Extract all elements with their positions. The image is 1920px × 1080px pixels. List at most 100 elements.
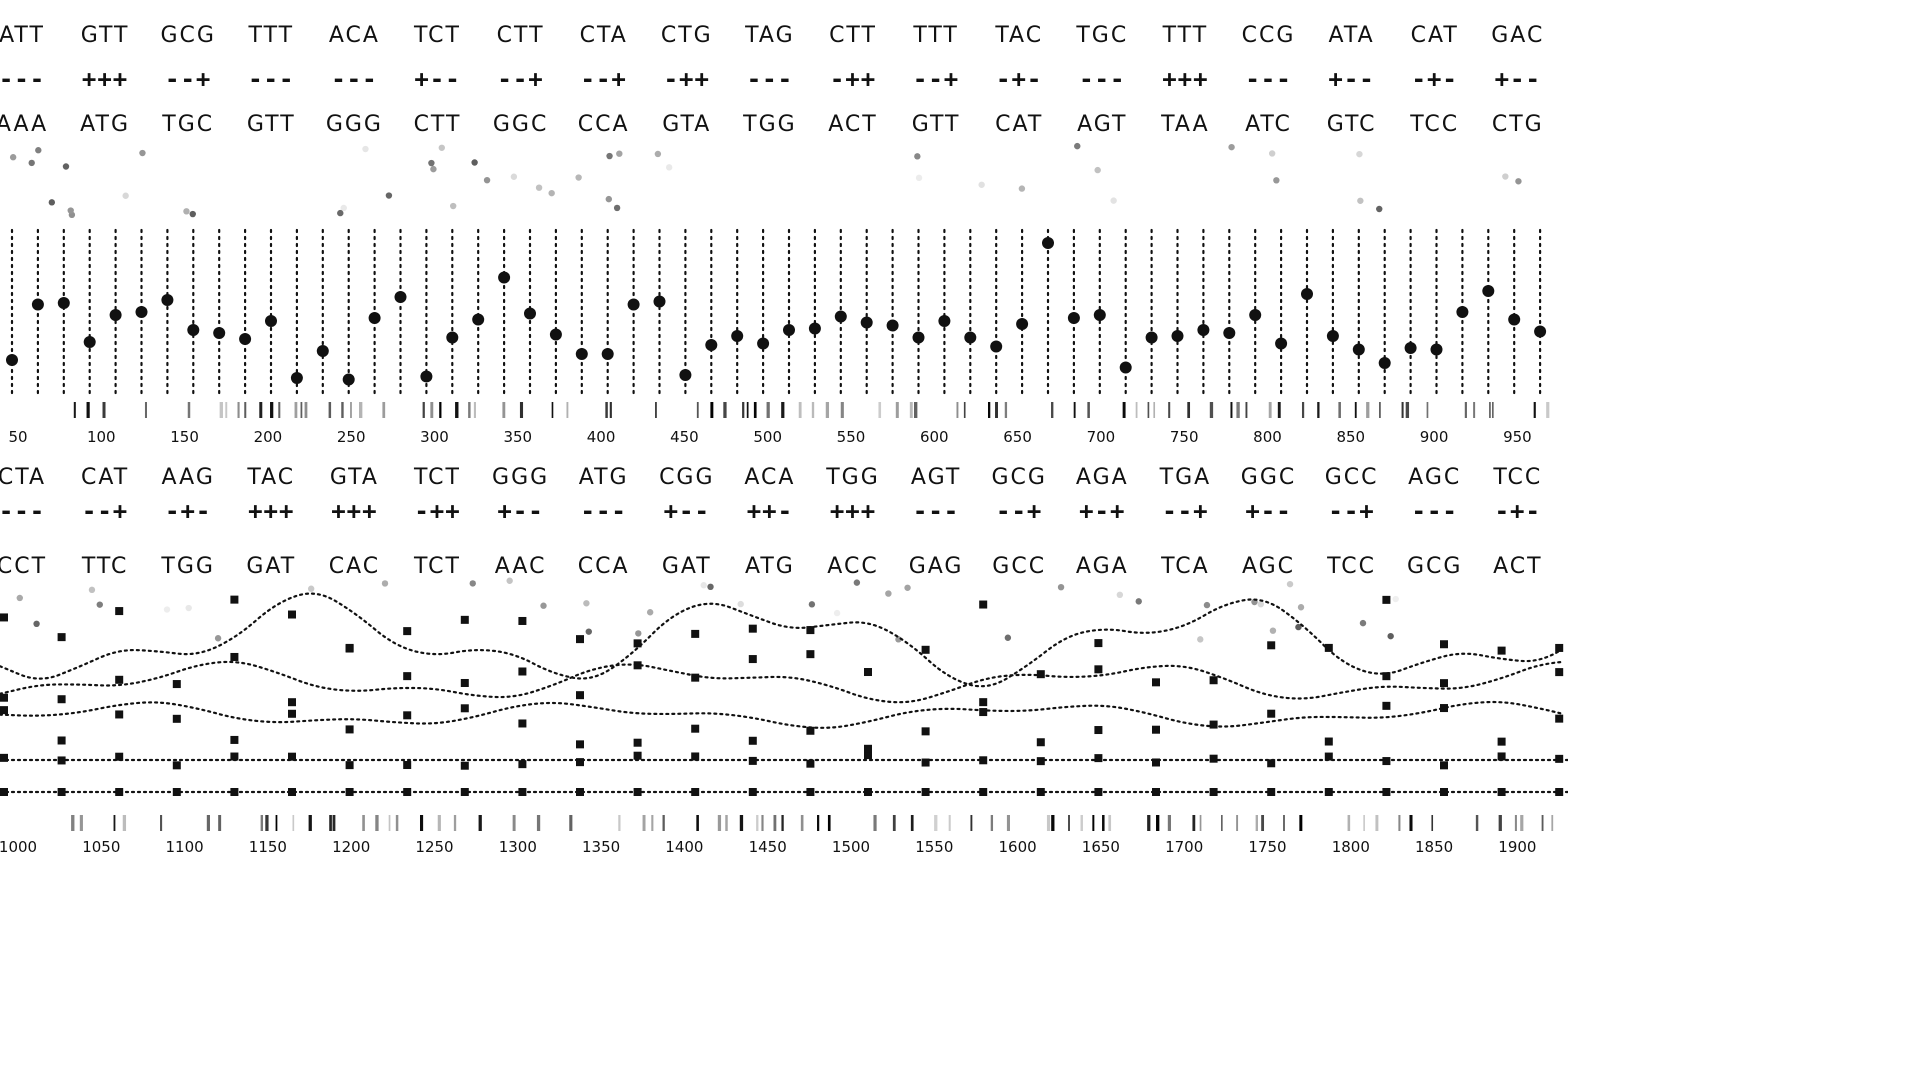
scatter-mark [1356,150,1363,158]
barcode-line [1277,402,1281,418]
level-dot [6,354,18,366]
level-dot [783,324,795,336]
barcode-line [827,815,831,831]
panel-2: CTA CAT AAG TAC GTA TCT GGG ATG CGG ACA TGG AGT GCG A… [0,465,1568,856]
sign-triplet: --+ [1328,497,1374,525]
scatter-mark [1074,142,1081,150]
barcode-line [1156,815,1160,831]
barcode-line [723,402,727,418]
square-marker [57,633,66,642]
codon-bottom: CCT [0,554,47,579]
barcode-line [892,815,896,831]
sequence-visualization: ATT GTT GCG TTT ACA TCT CTT CTA CTG TAG CTT TTT TAC T… [0,23,1568,856]
barcode-line [329,815,332,831]
square-marker [460,615,469,624]
square-marker [1555,668,1564,677]
codon-bottom: AAA [0,112,48,137]
barcode-line [1533,402,1536,418]
barcode-line [341,402,344,418]
barcode-line [1051,815,1055,831]
scatter-mark [707,583,714,591]
scatter-mark [1376,205,1383,213]
codon-bottom: CCA [578,554,630,579]
axis-tick-label: 1550 [915,838,953,856]
square-marker [1555,788,1564,796]
scatter-mark [1295,623,1302,631]
codon-top: GCG [160,23,215,48]
square-marker [1440,679,1448,688]
sign-triplet: --- [331,65,377,93]
panel-1-scatter [9,142,1522,219]
barcode-line [910,815,914,831]
square-marker [403,711,412,720]
codon-bottom: CTT [414,112,462,137]
barcode-line [1092,815,1095,831]
barcode-line [122,815,127,831]
panel-1-stems [6,228,1547,397]
scatter-mark [1392,595,1399,603]
square-marker [1267,788,1276,796]
square-marker [1094,754,1103,763]
square-marker [460,678,469,687]
barcode-line [86,402,90,418]
barcode-line [502,402,506,418]
codon-bottom: ATG [80,112,130,137]
square-marker [806,626,815,635]
scatter-mark [139,149,146,157]
level-dot [524,307,536,320]
codon-top: TTT [248,23,295,48]
barcode-line [1068,815,1070,831]
scatter-mark [1286,580,1294,588]
barcode-line [987,402,991,418]
scatter-mark [16,594,23,602]
codon-top: TTT [912,23,959,48]
scatter-mark [510,173,518,180]
sign-triplet: +-- [414,65,460,93]
square-marker [576,758,584,767]
panel-2-barcode [71,815,1554,831]
sign-triplet: --+ [497,65,543,93]
square-marker [1209,754,1218,763]
square-marker [288,709,296,718]
codon-top: GCC [1325,465,1379,490]
sign-triplet: +-- [1495,65,1541,93]
scatter-mark [1004,634,1012,641]
scatter-mark [35,147,42,154]
axis-tick-label: 900 [1420,428,1449,446]
barcode-line [642,815,646,831]
codon-bottom: TGC [161,112,214,137]
square-marker [460,788,469,796]
square-marker [864,744,872,753]
square-marker [1440,788,1448,796]
barcode-line [453,815,457,831]
barcode-line [746,402,749,418]
barcode-line [895,402,899,418]
barcode-line [742,402,745,418]
level-dot [990,340,1003,353]
square-marker [0,693,8,702]
barcode-line [948,815,951,831]
barcode-line [1073,402,1076,418]
codon-bottom: ATG [745,554,795,579]
codon-bottom: ACT [828,112,877,137]
codon-bottom: TAA [1160,112,1209,137]
scatter-mark [33,620,40,628]
square-marker [288,752,296,761]
level-dot [1326,330,1339,342]
level-dot [808,322,821,335]
square-marker [1497,788,1506,796]
level-dot [575,348,588,360]
scatter-mark [1094,166,1101,174]
square-marker [806,788,815,796]
scatter-mark [9,154,17,161]
square-marker [1324,752,1333,761]
axis-tick-label: 1050 [82,838,120,856]
barcode-line [300,402,303,418]
barcode-line [1167,815,1172,831]
square-marker [1382,701,1391,710]
axis-tick-label: 850 [1336,428,1365,446]
barcode-line [144,402,147,418]
square-marker [576,740,584,749]
barcode-line [160,815,163,831]
square-marker [748,736,757,745]
